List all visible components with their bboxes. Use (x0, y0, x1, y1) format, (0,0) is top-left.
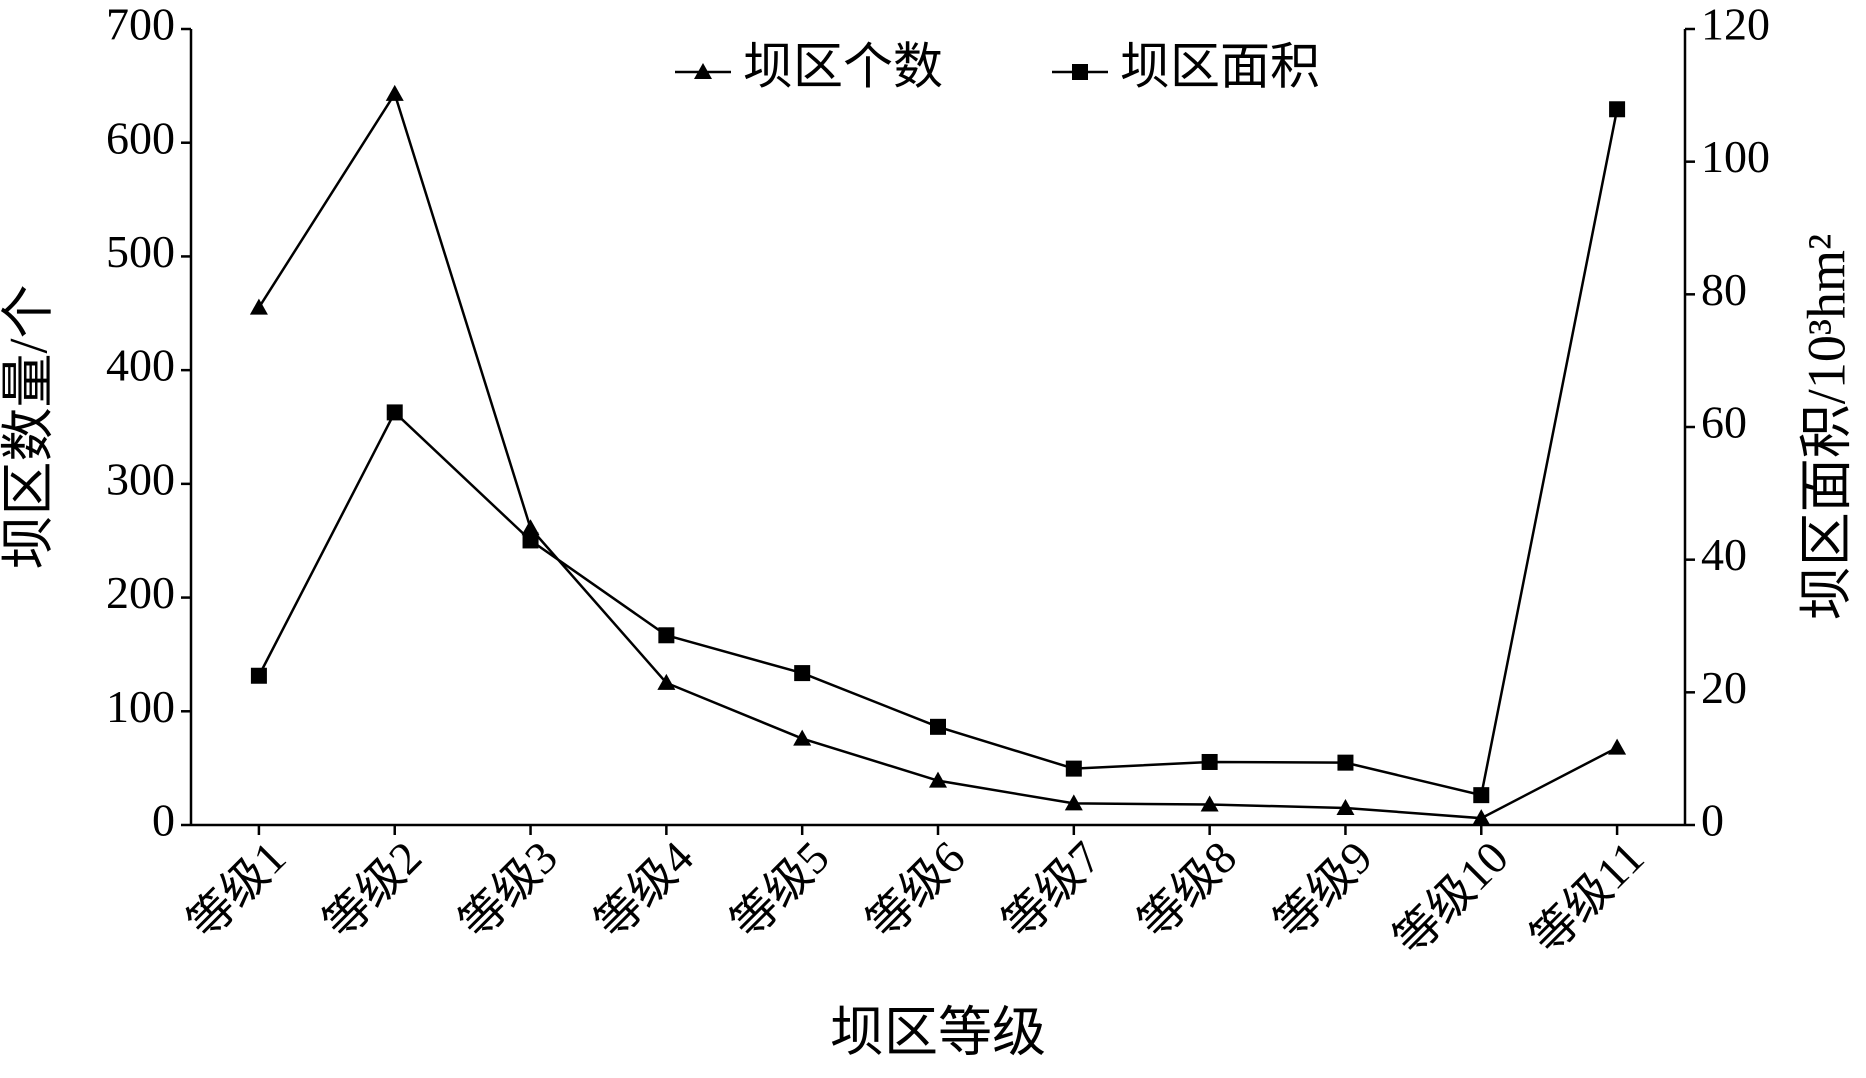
data-point (249, 298, 268, 315)
y-tick-label: 300 (106, 453, 175, 504)
x-tick-label: 等级11 (1521, 831, 1653, 963)
series-line (257, 109, 1619, 797)
data-point (521, 519, 540, 536)
series-line (257, 90, 1618, 820)
y2-tick-label: 120 (1701, 0, 1770, 50)
data-point (657, 673, 676, 690)
data-point (1608, 738, 1627, 755)
data-point (1337, 754, 1354, 771)
legend-marker (1072, 64, 1088, 80)
data-point (1064, 794, 1083, 811)
y2-tick-label: 80 (1701, 264, 1747, 315)
x-tick-label: 等级8 (1129, 831, 1246, 948)
legend-label: 坝区个数 (743, 38, 943, 94)
y-tick-label: 200 (106, 567, 175, 618)
y2-tick-label: 60 (1701, 397, 1747, 448)
data-point (1472, 809, 1491, 826)
y2-tick-label: 20 (1701, 662, 1747, 713)
y-tick-label: 600 (106, 112, 175, 163)
y-tick-label: 400 (106, 340, 175, 391)
y-tick-label: 0 (152, 795, 175, 846)
x-tick-label: 等级4 (586, 831, 703, 948)
x-tick-label: 等级2 (314, 831, 431, 948)
data-point (1200, 795, 1219, 812)
y2-axis-title: 坝区面积/10³hm² (1796, 234, 1856, 620)
x-tick-label: 等级9 (1265, 831, 1382, 948)
x-tick-label: 等级5 (721, 831, 838, 948)
data-point (794, 665, 811, 682)
data-point (1336, 798, 1355, 815)
x-tick-label: 等级3 (450, 831, 567, 948)
data-point (1473, 787, 1490, 804)
data-point (386, 404, 403, 421)
data-point (929, 771, 947, 788)
data-point (658, 627, 675, 644)
data-point (1065, 760, 1082, 777)
x-tick-label: 等级6 (857, 831, 974, 948)
data-point (793, 729, 812, 746)
y2-tick-label: 100 (1701, 131, 1770, 182)
y-axis-title: 坝区数量/个 (0, 284, 58, 569)
legend-marker (694, 63, 712, 79)
y2-tick-label: 40 (1701, 529, 1747, 580)
x-axis-title: 坝区等级 (830, 1002, 1046, 1062)
legend-label: 坝区面积 (1120, 38, 1320, 94)
data-point (1609, 101, 1626, 118)
data-point (385, 84, 404, 101)
data-point (1201, 753, 1218, 770)
y-tick-label: 100 (106, 681, 175, 732)
data-point (522, 532, 539, 549)
y-tick-label: 500 (106, 226, 175, 277)
y2-tick-label: 0 (1701, 795, 1724, 846)
x-tick-label: 等级7 (993, 831, 1110, 948)
x-tick-label: 等级10 (1384, 831, 1518, 965)
y-tick-label: 700 (106, 0, 175, 50)
data-point (250, 667, 267, 684)
x-tick-label: 等级1 (178, 831, 295, 948)
data-point (930, 718, 946, 735)
